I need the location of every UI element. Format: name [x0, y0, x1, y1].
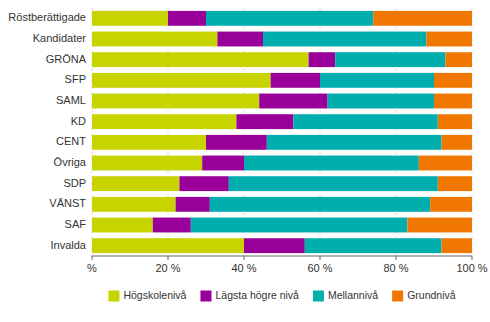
bar — [335, 52, 445, 67]
bar — [92, 11, 168, 26]
grid — [92, 8, 472, 256]
series — [373, 11, 472, 253]
bar — [92, 32, 217, 47]
bar — [92, 197, 176, 212]
legend-label: Mellannivå — [328, 289, 378, 301]
bar — [206, 11, 373, 26]
bar — [267, 135, 442, 150]
category-label: KD — [71, 115, 86, 127]
bars — [92, 11, 472, 253]
bar — [191, 218, 408, 233]
legend-label: Lägsta högre nivå — [215, 289, 299, 301]
bar — [430, 197, 472, 212]
tick-label: 60 % — [307, 262, 332, 274]
bar — [168, 11, 206, 26]
bar — [92, 218, 153, 233]
bar — [179, 176, 228, 191]
bar — [305, 238, 442, 253]
legend: Högskolenivå Lägsta högre nivå Mellannivå G… — [108, 289, 455, 302]
bar — [373, 11, 472, 26]
bar — [442, 238, 472, 253]
category-label: SAF — [65, 218, 87, 230]
bar — [271, 73, 320, 88]
bar — [442, 135, 472, 150]
tick — [472, 256, 473, 260]
category-label: CENT — [56, 135, 86, 147]
tick-label: 80 % — [383, 262, 408, 274]
legend-label: Högskolenivå — [123, 289, 186, 301]
tick-label: 20 % — [155, 262, 180, 274]
tick — [244, 256, 245, 260]
legend-swatch — [313, 291, 324, 302]
bar — [176, 197, 210, 212]
bar — [153, 218, 191, 233]
category-label: Kandidater — [33, 32, 87, 44]
bar — [206, 135, 267, 150]
bar — [293, 114, 437, 129]
bar — [438, 176, 472, 191]
category-label: SAML — [56, 94, 86, 106]
bar — [202, 156, 244, 171]
bar — [210, 197, 430, 212]
bar — [92, 94, 259, 109]
bar — [92, 73, 271, 88]
bar — [320, 73, 434, 88]
category-label: VÄNST — [49, 197, 86, 209]
legend-swatch — [108, 291, 119, 302]
tick — [92, 256, 93, 260]
legend-swatch — [392, 291, 403, 302]
tick-label: 40 % — [231, 262, 256, 274]
bar — [419, 156, 472, 171]
tick-label: 100 % — [456, 262, 487, 274]
category-label: Röstberättigade — [8, 11, 86, 23]
category-label: SFP — [65, 73, 86, 85]
bar — [438, 114, 472, 129]
bar — [92, 156, 202, 171]
series — [191, 11, 446, 253]
bar — [407, 218, 472, 233]
category-label: Invalda — [51, 239, 87, 251]
bar — [236, 114, 293, 129]
y-axis: Röstberättigade Kandidater GRÖNA SFP SAML KD C… — [8, 11, 87, 250]
axis-line — [92, 256, 472, 257]
bar — [92, 176, 179, 191]
tick — [396, 256, 397, 260]
bar — [434, 73, 472, 88]
bar — [244, 156, 419, 171]
tick — [320, 256, 321, 260]
bar — [217, 32, 263, 47]
bar — [445, 52, 472, 67]
category-label: GRÖNA — [46, 53, 87, 65]
bar — [263, 32, 426, 47]
bar — [244, 238, 305, 253]
legend-label: Grundnivå — [407, 289, 456, 301]
series — [92, 11, 309, 253]
bar — [92, 114, 236, 129]
x-axis: % 20 % 40 % 60 % 80 % 100 % — [87, 256, 488, 274]
bar — [92, 135, 206, 150]
tick — [168, 256, 169, 260]
bar — [259, 94, 327, 109]
bar — [426, 32, 472, 47]
category-label: SDP — [63, 177, 86, 189]
category-label: Övriga — [54, 156, 87, 168]
bar — [309, 52, 336, 67]
tick-label: % — [87, 262, 97, 274]
chart: % 20 % 40 % 60 % 80 % 100 % Röstberättigade Kan… — [0, 0, 490, 322]
bar — [328, 94, 434, 109]
bar — [434, 94, 472, 109]
series — [153, 11, 335, 253]
bar — [229, 176, 438, 191]
bar — [92, 238, 244, 253]
legend-swatch — [200, 291, 211, 302]
bar — [92, 52, 309, 67]
